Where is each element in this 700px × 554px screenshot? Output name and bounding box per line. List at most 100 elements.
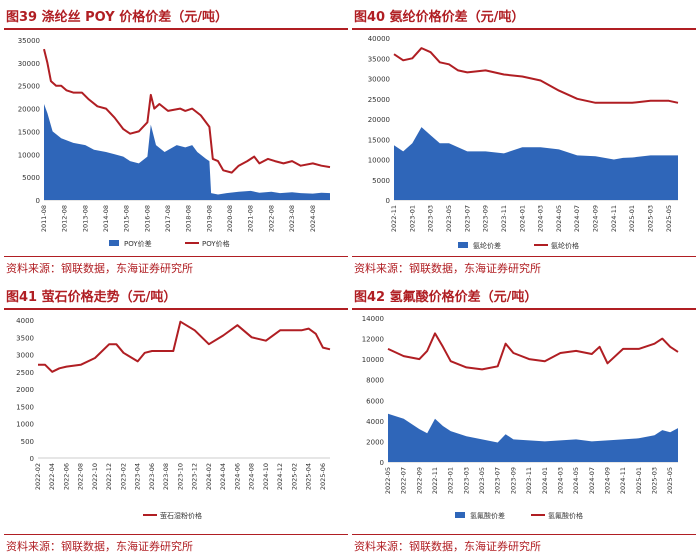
chart-title: 图39 涤纶丝 POY 价格价差（元/吨） [6, 10, 228, 25]
x-tick-label: 2022-11 [431, 467, 439, 494]
y-tick-label: 1500 [16, 403, 34, 411]
y-tick-label: 35000 [18, 37, 40, 45]
y-tick-label: 8000 [366, 377, 384, 385]
chart-title: 图40 氨纶价格价差（元/吨） [354, 10, 525, 25]
source-note: 资料来源：钢联数据，东海证券研究所 [354, 540, 541, 553]
x-tick-label: 2020-08 [226, 205, 234, 232]
x-tick-label: 2017-08 [164, 205, 172, 232]
series-area [394, 127, 678, 200]
y-tick-label: 5000 [22, 174, 40, 182]
x-tick-label: 2024-11 [619, 467, 627, 494]
x-tick-label: 2024-07 [588, 467, 596, 494]
y-tick-label: 20000 [18, 106, 40, 114]
chart-fig41: 0 500 1000 1500 2000 2500 3000 3500 4000 2022-02 2… [16, 317, 331, 520]
x-tick-label: 2023-07 [463, 205, 471, 232]
x-tick-label: 2023-08 [288, 205, 296, 232]
panel-title: 图40 氨纶价格价差（元/吨） [352, 4, 696, 30]
x-tick-label: 2023-05 [445, 205, 453, 232]
x-tick-label: 2022-11 [390, 205, 398, 232]
x-tick-label: 2022-08 [77, 463, 85, 490]
x-tick-label: 2019-08 [205, 205, 213, 232]
series-line [38, 320, 331, 373]
x-tick-label: 2023-11 [525, 467, 533, 494]
x-tick-label: 2025-05 [665, 205, 673, 232]
source-line: 资料来源：钢联数据，东海证券研究所 [4, 256, 348, 275]
x-tick-label: 2023-06 [148, 463, 156, 490]
y-tick-label: 3000 [16, 352, 34, 360]
y-tick-label: 10000 [18, 151, 40, 159]
x-tick-label: 2024-02 [205, 463, 213, 490]
x-tick-label: 2024-08 [248, 463, 256, 490]
x-tick-label: 2018-08 [185, 205, 193, 232]
x-tick-label: 2024-11 [610, 205, 618, 232]
x-tick-label: 2025-03 [650, 467, 658, 494]
source-note: 资料来源：钢联数据，东海证券研究所 [6, 540, 193, 553]
legend-label: POY价差 [124, 239, 152, 248]
chart-fig39: 0 5000 10000 15000 20000 25000 30000 35000 2011-… [18, 37, 331, 248]
legend-label: 萤石湿粉价格 [160, 511, 202, 520]
legend-label: POY价格 [202, 239, 230, 248]
x-tick-label: 2023-03 [462, 467, 470, 494]
y-tick-label: 0 [386, 197, 390, 205]
series-line [387, 332, 679, 371]
y-tick-label: 15000 [368, 136, 390, 144]
chart-fig40: 0 5000 10000 15000 20000 25000 30000 35000 40000… [368, 35, 679, 250]
y-tick-label: 20000 [368, 116, 390, 124]
x-tick-label: 2025-05 [666, 467, 674, 494]
x-tick-label: 2023-07 [494, 467, 502, 494]
x-tick-label: 2024-01 [518, 205, 526, 232]
x-tick-label: 2025-02 [290, 463, 298, 490]
y-tick-label: 3500 [16, 334, 34, 342]
x-tick-label: 2024-12 [276, 463, 284, 490]
x-tick-label: 2025-06 [319, 463, 327, 490]
source-line: 资料来源：钢联数据，东海证券研究所 [352, 256, 696, 275]
x-tick-label: 2023-02 [119, 463, 127, 490]
x-tick-label: 2024-04 [219, 463, 227, 490]
legend-label: 氢氟酸价格 [548, 511, 583, 520]
y-tick-label: 40000 [368, 35, 390, 43]
x-tick-label: 2024-09 [603, 467, 611, 494]
legend-swatch [458, 242, 468, 248]
x-tick-label: 2023-03 [427, 205, 435, 232]
x-tick-label: 2024-03 [537, 205, 545, 232]
panel-fig42: 图42 氢氟酸价格价差（元/吨） 0 2000 4000 6000 8000 10000 1… [352, 284, 696, 554]
y-tick-label: 15000 [18, 128, 40, 136]
y-tick-label: 1000 [16, 421, 34, 429]
x-tick-label: 2022-04 [48, 463, 56, 490]
x-tick-label: 2024-05 [572, 467, 580, 494]
x-tick-label: 2025-01 [628, 205, 636, 232]
x-tick-label: 2023-04 [134, 463, 142, 490]
y-tick-label: 35000 [368, 55, 390, 63]
x-tick-label: 2022-09 [415, 467, 423, 494]
x-tick-label: 2022-08 [267, 205, 275, 232]
chart-fig42: 0 2000 4000 6000 8000 10000 12000 14000 2022-05 2… [362, 315, 679, 520]
x-tick-label: 2025-04 [305, 463, 313, 490]
x-tick-label: 2023-09 [509, 467, 517, 494]
x-tick-label: 2024-03 [556, 467, 564, 494]
y-tick-label: 0 [380, 459, 384, 467]
y-tick-label: 4000 [366, 418, 384, 426]
x-tick-label: 2023-01 [447, 467, 455, 494]
series-line [43, 48, 331, 174]
y-tick-label: 10000 [368, 157, 390, 165]
x-tick-label: 2016-08 [143, 205, 151, 232]
y-tick-label: 500 [21, 438, 34, 446]
x-tick-label: 2022-07 [400, 467, 408, 494]
y-tick-label: 30000 [18, 60, 40, 68]
x-tick-label: 2023-05 [478, 467, 486, 494]
y-tick-label: 5000 [372, 177, 390, 185]
panel-title: 图39 涤纶丝 POY 价格价差（元/吨） [4, 4, 348, 30]
y-tick-label: 2000 [16, 386, 34, 394]
panel-title: 图42 氢氟酸价格价差（元/吨） [352, 284, 696, 310]
x-tick-label: 2023-09 [482, 205, 490, 232]
x-tick-label: 2022-10 [91, 463, 99, 490]
x-tick-label: 2015-08 [123, 205, 131, 232]
x-tick-label: 2025-01 [635, 467, 643, 494]
panel-title: 图41 萤石价格走势（元/吨） [4, 284, 348, 310]
series-area [44, 104, 330, 200]
source-note: 资料来源：钢联数据，东海证券研究所 [6, 262, 193, 275]
series-line [393, 47, 679, 104]
x-tick-label: 2014-08 [102, 205, 110, 232]
x-tick-label: 2013-08 [81, 205, 89, 232]
x-tick-label: 2024-09 [592, 205, 600, 232]
